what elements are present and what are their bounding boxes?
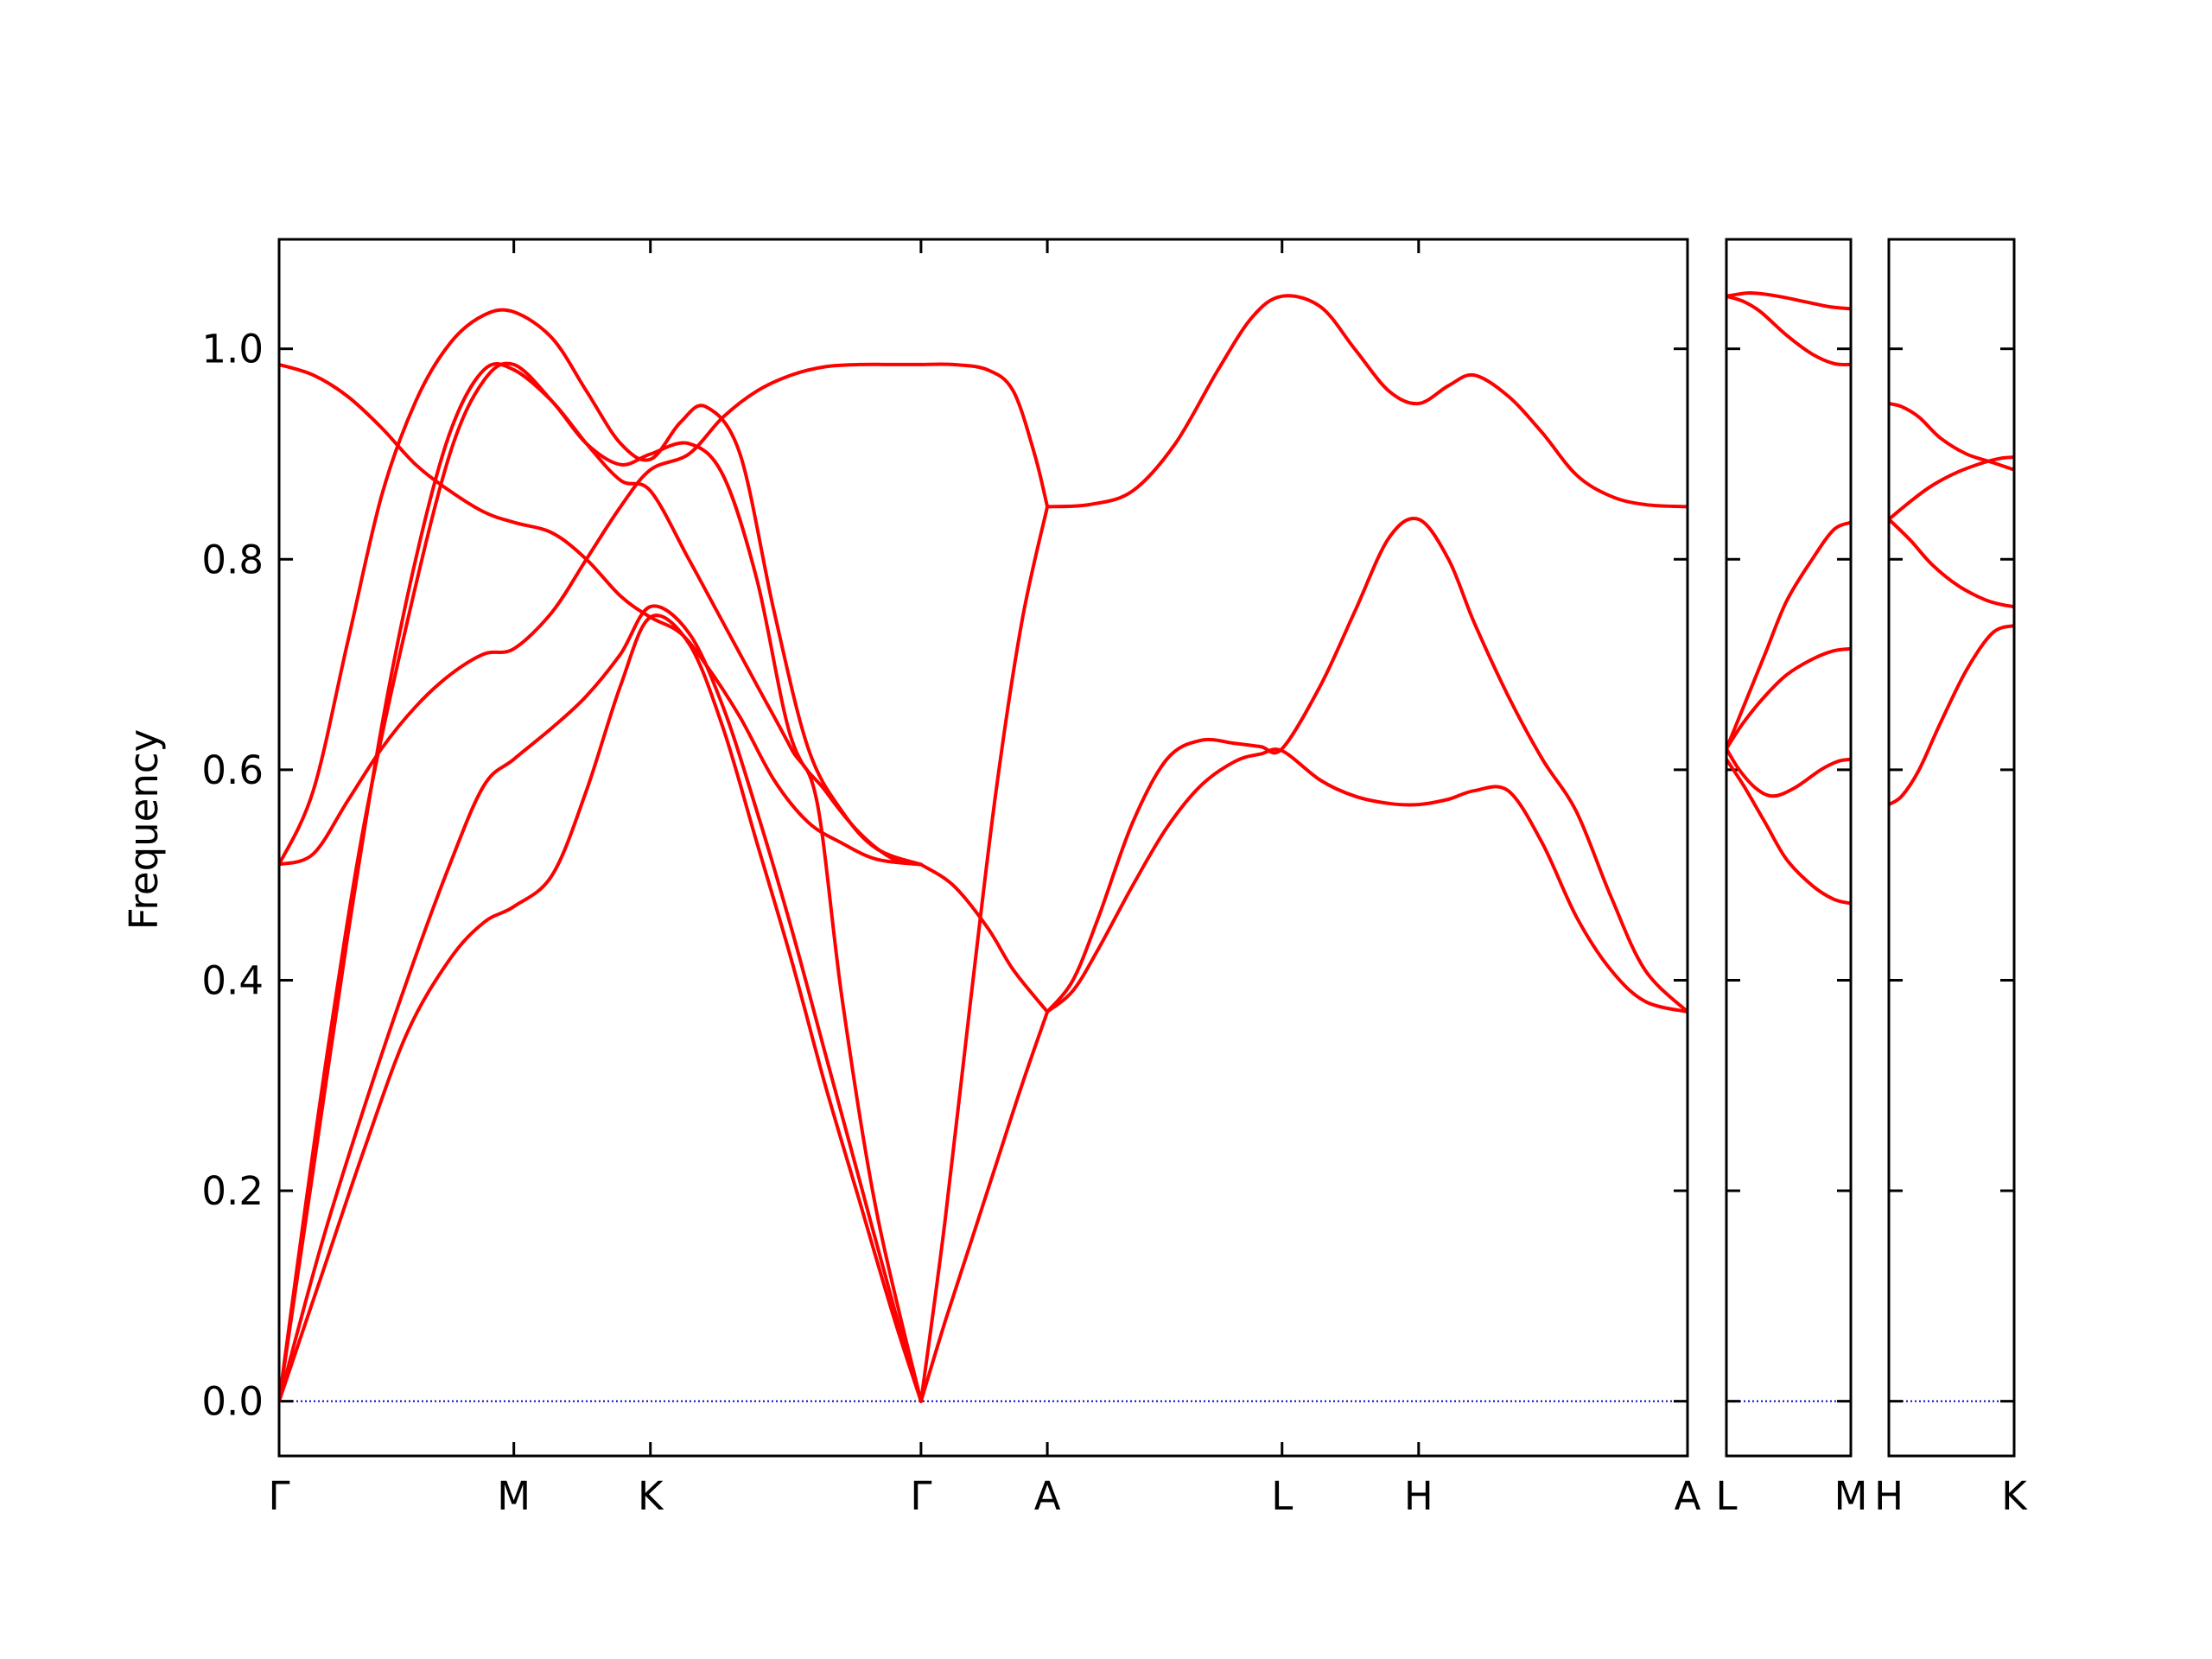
panel-frame — [277, 238, 1689, 1458]
band-line-6 — [279, 362, 923, 867]
band-line-9 — [918, 505, 1050, 1403]
x-tick-label: K — [638, 1473, 664, 1519]
plot-panels: 0.00.20.40.60.81.0Γ M K Γ A L H A L M H K — [201, 238, 2028, 1519]
y-tick-label: 0.0 — [201, 1379, 264, 1425]
band-line-6 — [1726, 757, 1851, 906]
x-tick-label: M — [1834, 1473, 1868, 1519]
band-lines — [1726, 291, 1851, 906]
band-line-5 — [1726, 747, 1851, 798]
band-line-3 — [1726, 520, 1851, 751]
band-line-4 — [279, 362, 923, 1403]
band-line-2 — [279, 604, 923, 1403]
x-tick-label: M — [497, 1473, 531, 1519]
panel-frame — [1887, 238, 2016, 1458]
band-line-1 — [279, 613, 923, 1403]
band-line-11 — [918, 362, 1050, 509]
x-tick-label: H — [1874, 1473, 1904, 1519]
band-line-7 — [279, 362, 923, 867]
x-tick-label: A — [1034, 1473, 1061, 1519]
y-tick-label: 1.0 — [201, 327, 264, 372]
band-line-2 — [1726, 294, 1851, 367]
band-line-12 — [1046, 294, 1688, 509]
band-line-1 — [1889, 402, 2014, 472]
band-lines — [279, 294, 1688, 1403]
y-tick-label: 0.2 — [201, 1168, 264, 1214]
band-line-4 — [1889, 624, 2014, 807]
x-tick-label: A — [1675, 1473, 1701, 1519]
y-tick-label: 0.6 — [201, 747, 264, 793]
y-axis-label: Frequency — [121, 729, 167, 930]
band-line-1 — [1726, 291, 1851, 311]
x-tick-label: Γ — [268, 1473, 289, 1519]
x-tick-label: L — [1715, 1473, 1737, 1519]
x-tick-label: Γ — [910, 1473, 931, 1519]
band-lines — [1889, 402, 2014, 807]
band-line-14 — [1046, 747, 1688, 1014]
band-line-4 — [1726, 646, 1851, 751]
band-line-13 — [1046, 517, 1688, 1014]
panel-frame — [1725, 238, 1853, 1458]
y-tick-label: 0.8 — [201, 537, 264, 582]
band-line-3 — [1889, 518, 2014, 609]
band-line-10 — [918, 862, 1050, 1014]
x-tick-label: H — [1404, 1473, 1433, 1519]
band-line-8 — [918, 1010, 1050, 1403]
band-line-5 — [279, 308, 923, 867]
panel-main: 0.0 0.2 0.4 0.6 0.8 1.0 Γ M K Γ A L H A — [201, 238, 1701, 1519]
x-tick-label: L — [1271, 1473, 1293, 1519]
x-tick-label: K — [2001, 1473, 2028, 1519]
band-line-2 — [1889, 455, 2014, 521]
y-tick-label: 0.4 — [201, 957, 264, 1003]
